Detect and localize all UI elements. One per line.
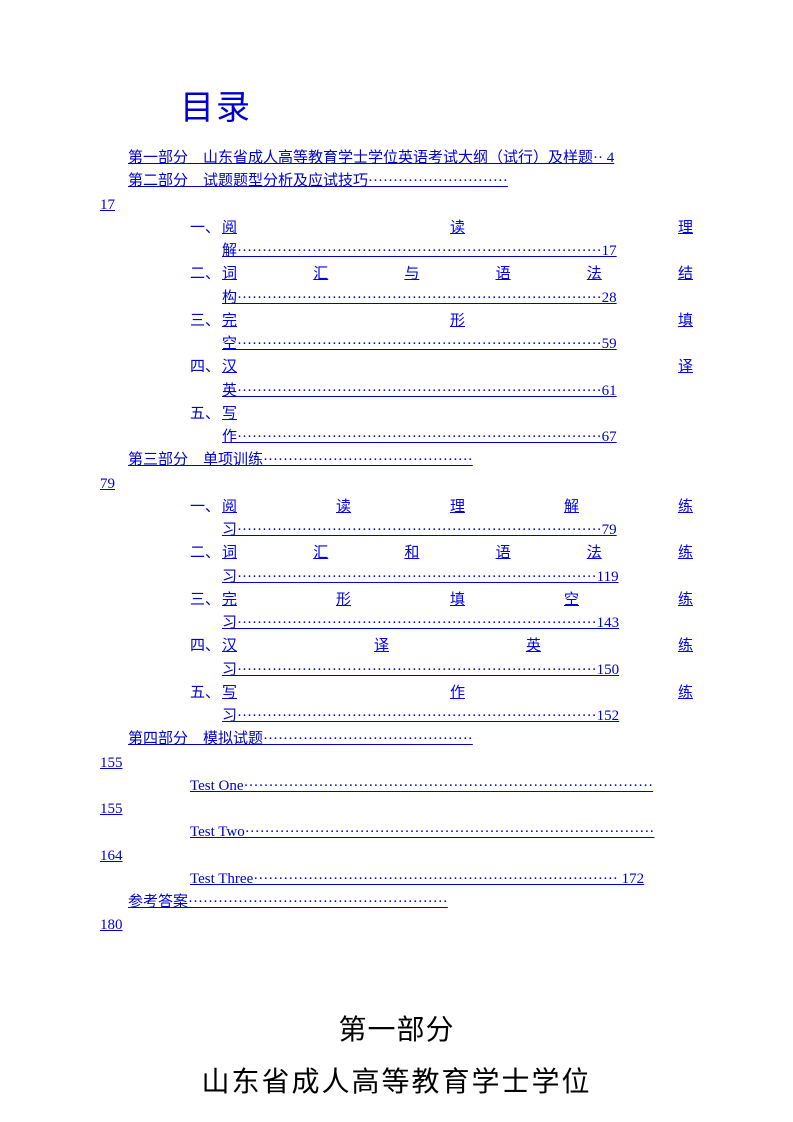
toc-char: 填 [450, 589, 465, 612]
toc-char: 语 [496, 263, 511, 286]
toc-test-entry[interactable]: Test Three······························… [190, 868, 693, 891]
toc-char: 练 [678, 589, 693, 612]
toc-sub-continuation[interactable]: 构·······································… [222, 287, 693, 310]
section-part-title: 山东省成人高等教育学士学位 [100, 1060, 693, 1100]
toc-char: 语 [496, 542, 511, 565]
toc-sub-continuation[interactable]: 习·······································… [222, 566, 693, 589]
toc-char: 形 [336, 589, 351, 612]
toc-char: 空 [564, 589, 579, 612]
toc-page-number[interactable]: 155 [100, 798, 693, 821]
toc-char: 汉 [222, 356, 237, 379]
toc-part-entry[interactable]: 第三部分 单项训练·······························… [128, 449, 693, 472]
toc-sub-link[interactable]: 阅读理 [222, 217, 693, 240]
toc-char: 译 [374, 635, 389, 658]
toc-char: 与 [404, 263, 419, 286]
toc-char: 完 [222, 589, 237, 612]
toc-marker: 一、 [190, 217, 222, 240]
toc-sub-continuation[interactable]: 习·······································… [222, 612, 693, 635]
toc-marker: 二、 [190, 542, 222, 565]
toc-sub-link[interactable]: 词汇与语法结 [222, 263, 693, 286]
toc-sub-link[interactable]: 汉译英练 [222, 635, 693, 658]
toc-page-number[interactable]: 17 [100, 194, 693, 217]
toc-char: 词 [222, 263, 237, 286]
toc-char: 写 [222, 682, 237, 705]
toc-char: 填 [678, 310, 693, 333]
toc-marker: 三、 [190, 589, 222, 612]
toc-sub-link[interactable]: 写 [222, 403, 693, 426]
toc-test-entry[interactable]: Test Two································… [190, 821, 693, 844]
toc-char: 读 [450, 217, 465, 240]
toc-marker: 五、 [190, 403, 222, 426]
toc-char: 和 [404, 542, 419, 565]
toc-part-entry[interactable]: 第四部分 模拟试题·······························… [128, 728, 693, 751]
toc-sub-continuation[interactable]: 习·······································… [222, 519, 693, 542]
toc-char: 练 [678, 682, 693, 705]
toc-page-number[interactable]: 155 [100, 752, 693, 775]
toc-sub-link[interactable]: 词汇和语法练 [222, 542, 693, 565]
toc-sub-continuation[interactable]: 作·······································… [222, 426, 693, 449]
toc-test-entry[interactable]: Test One································… [190, 775, 693, 798]
toc-marker: 二、 [190, 263, 222, 286]
toc-char: 形 [450, 310, 465, 333]
toc-char: 完 [222, 310, 237, 333]
toc-char: 译 [678, 356, 693, 379]
toc-sub-link[interactable]: 汉译 [222, 356, 693, 379]
toc-char: 法 [587, 542, 602, 565]
toc-sub-continuation[interactable]: 解·······································… [222, 240, 693, 263]
toc-page-number[interactable]: 164 [100, 845, 693, 868]
toc-char: 汇 [313, 263, 328, 286]
toc-sub-link[interactable]: 完形填空练 [222, 589, 693, 612]
toc-sub-entry[interactable]: 五、写 作 练 [190, 682, 693, 705]
toc-char: 阅 [222, 217, 237, 240]
toc-char: 写 [222, 403, 237, 426]
toc-char: 理 [450, 496, 465, 519]
toc-part-entry[interactable]: 第一部分 山东省成人高等教育学士学位英语考试大纲（试行）及样题·· 4 [128, 147, 693, 170]
toc-char: 理 [678, 217, 693, 240]
toc-part-entry[interactable]: 参考答案····································… [128, 891, 693, 914]
toc-char: 练 [678, 635, 693, 658]
toc-char: 作 [450, 682, 465, 705]
toc-title: 目录 [180, 80, 693, 129]
toc-marker: 四、 [190, 356, 222, 379]
toc-marker: 四、 [190, 635, 222, 658]
toc-char: 读 [336, 496, 351, 519]
toc-sub-entry[interactable]: 一、阅 读 理 [190, 217, 693, 240]
toc-sub-entry[interactable]: 五、写 [190, 403, 693, 426]
toc-sub-entry[interactable]: 四、汉 译 英 练 [190, 635, 693, 658]
toc-marker: 五、 [190, 682, 222, 705]
toc-sub-entry[interactable]: 二、词 汇 和 语 法 练 [190, 542, 693, 565]
section-part-number: 第一部分 [100, 1008, 693, 1048]
toc-sub-continuation[interactable]: 空·······································… [222, 333, 693, 356]
toc-char: 解 [564, 496, 579, 519]
section-heading-block: 第一部分 山东省成人高等教育学士学位 [100, 1008, 693, 1100]
toc-char: 阅 [222, 496, 237, 519]
toc-sub-link[interactable]: 写作练 [222, 682, 693, 705]
toc-char: 法 [587, 263, 602, 286]
toc-page-number[interactable]: 79 [100, 473, 693, 496]
toc-sub-continuation[interactable]: 习·······································… [222, 705, 693, 728]
toc-sub-link[interactable]: 阅读理解练 [222, 496, 693, 519]
toc-sub-continuation[interactable]: 习·······································… [222, 659, 693, 682]
toc-sub-entry[interactable]: 三、完 形 填 空 练 [190, 589, 693, 612]
toc-marker: 一、 [190, 496, 222, 519]
toc-char: 结 [678, 263, 693, 286]
toc-sub-continuation[interactable]: 英·······································… [222, 380, 693, 403]
toc-sub-link[interactable]: 完形填 [222, 310, 693, 333]
toc-sub-entry[interactable]: 三、完 形 填 [190, 310, 693, 333]
toc-char: 汇 [313, 542, 328, 565]
toc-marker: 三、 [190, 310, 222, 333]
toc-sub-entry[interactable]: 二、词 汇 与 语 法 结 [190, 263, 693, 286]
toc-char: 练 [678, 542, 693, 565]
toc-char: 英 [526, 635, 541, 658]
toc-part-entry[interactable]: 第二部分 试题题型分析及应试技巧························… [128, 170, 693, 193]
table-of-contents: 第一部分 山东省成人高等教育学士学位英语考试大纲（试行）及样题·· 4第二部分 … [100, 147, 693, 938]
toc-char: 练 [678, 496, 693, 519]
toc-char: 汉 [222, 635, 237, 658]
toc-sub-entry[interactable]: 一、阅 读 理 解 练 [190, 496, 693, 519]
toc-sub-entry[interactable]: 四、汉译 [190, 356, 693, 379]
toc-char: 词 [222, 542, 237, 565]
toc-page-number[interactable]: 180 [100, 914, 693, 937]
